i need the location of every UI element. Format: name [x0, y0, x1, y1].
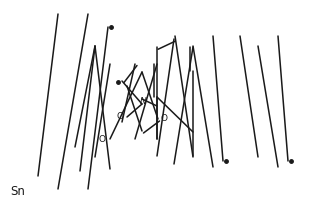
Text: N: N [140, 97, 147, 106]
Text: O: O [99, 134, 106, 143]
Text: O: O [117, 112, 124, 121]
Text: Sn: Sn [10, 185, 25, 197]
Text: O: O [161, 114, 167, 123]
